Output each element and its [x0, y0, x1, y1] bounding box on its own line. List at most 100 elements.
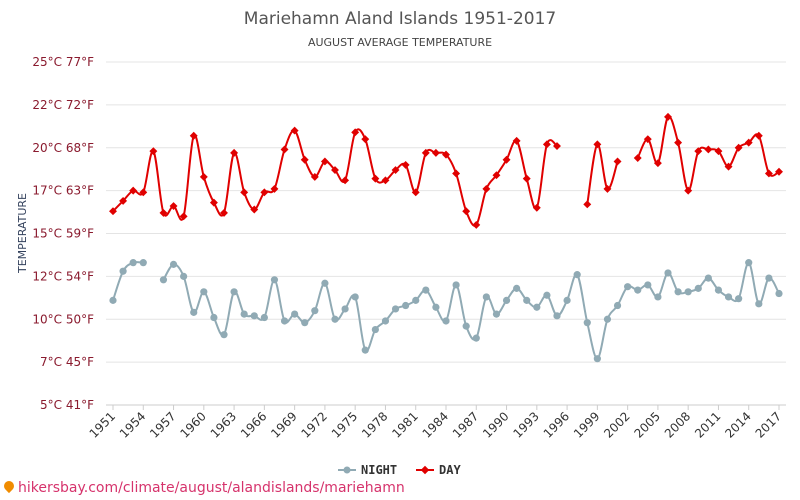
night-point[interactable] — [291, 310, 299, 318]
night-point[interactable] — [109, 296, 117, 304]
night-point[interactable] — [280, 317, 289, 325]
night-point[interactable] — [472, 334, 480, 342]
night-point[interactable] — [190, 308, 198, 316]
night-point[interactable] — [301, 319, 309, 327]
day-point[interactable] — [744, 138, 753, 147]
legend-night[interactable]: NIGHT — [338, 463, 397, 477]
day-point[interactable] — [593, 140, 602, 149]
day-point[interactable] — [230, 148, 239, 157]
night-point[interactable] — [432, 303, 440, 311]
night-point[interactable] — [452, 281, 460, 289]
night-point[interactable] — [664, 269, 672, 277]
day-point[interactable] — [320, 157, 329, 166]
night-point[interactable] — [260, 313, 268, 322]
night-point[interactable] — [714, 286, 723, 294]
night-point[interactable] — [200, 288, 208, 296]
day-point[interactable] — [411, 188, 420, 197]
night-point[interactable] — [220, 331, 228, 339]
night-point[interactable] — [765, 274, 773, 282]
night-point[interactable] — [603, 315, 612, 323]
day-point[interactable] — [280, 145, 289, 154]
night-point[interactable] — [724, 293, 733, 301]
day-point[interactable] — [260, 188, 269, 197]
day-point[interactable] — [310, 172, 319, 181]
night-point[interactable] — [634, 286, 642, 294]
legend-day[interactable]: DAY — [416, 463, 461, 477]
day-point[interactable] — [724, 162, 733, 171]
day-point[interactable] — [462, 207, 471, 216]
day-point[interactable] — [119, 196, 128, 205]
day-point[interactable] — [472, 220, 481, 229]
night-point[interactable] — [381, 317, 390, 325]
night-point[interactable] — [180, 272, 188, 280]
night-point[interactable] — [371, 325, 379, 334]
day-point[interactable] — [189, 131, 198, 140]
night-point[interactable] — [422, 286, 430, 294]
day-point[interactable] — [431, 148, 440, 157]
day-point[interactable] — [401, 160, 410, 169]
night-point[interactable] — [250, 312, 258, 320]
night-point[interactable] — [755, 300, 763, 308]
night-point[interactable] — [533, 303, 541, 311]
day-point[interactable] — [179, 212, 188, 221]
night-point[interactable] — [523, 296, 531, 304]
night-point[interactable] — [159, 276, 168, 284]
night-point[interactable] — [169, 260, 178, 268]
night-point[interactable] — [674, 288, 682, 296]
night-point[interactable] — [492, 310, 501, 318]
day-point[interactable] — [209, 198, 218, 207]
day-point[interactable] — [583, 200, 592, 209]
night-point[interactable] — [704, 274, 712, 282]
day-point[interactable] — [361, 135, 370, 144]
night-point[interactable] — [462, 322, 470, 330]
night-point[interactable] — [230, 288, 238, 296]
day-point[interactable] — [139, 188, 148, 197]
night-point[interactable] — [331, 315, 339, 323]
day-point[interactable] — [704, 145, 713, 154]
night-point[interactable] — [402, 301, 410, 310]
day-point[interactable] — [482, 184, 491, 193]
day-point[interactable] — [603, 184, 612, 193]
day-point[interactable] — [492, 171, 501, 180]
day-point[interactable] — [351, 128, 360, 137]
legend[interactable]: NIGHT DAY — [338, 463, 461, 477]
day-point[interactable] — [734, 143, 743, 152]
day-point[interactable] — [674, 138, 683, 147]
night-point[interactable] — [735, 295, 743, 303]
night-point[interactable] — [694, 284, 702, 292]
day-point[interactable] — [199, 172, 208, 181]
night-point[interactable] — [311, 307, 319, 315]
day-point[interactable] — [109, 207, 117, 216]
night-point[interactable] — [573, 271, 581, 279]
day-point[interactable] — [613, 157, 622, 166]
day-point[interactable] — [442, 150, 450, 159]
day-point[interactable] — [391, 166, 400, 175]
day-point[interactable] — [542, 140, 551, 149]
day-point[interactable] — [169, 202, 178, 211]
day-point[interactable] — [643, 135, 652, 144]
night-point[interactable] — [129, 259, 137, 267]
day-point[interactable] — [149, 147, 158, 156]
night-point[interactable] — [624, 283, 632, 291]
night-point[interactable] — [613, 301, 622, 310]
night-point[interactable] — [563, 296, 571, 304]
night-point[interactable] — [341, 305, 349, 313]
day-point[interactable] — [684, 186, 693, 195]
day-point[interactable] — [250, 205, 259, 214]
night-point[interactable] — [442, 317, 450, 325]
day-point[interactable] — [553, 142, 561, 150]
day-point[interactable] — [331, 166, 339, 175]
night-point[interactable] — [513, 284, 521, 292]
night-point[interactable] — [654, 293, 662, 301]
night-point[interactable] — [391, 305, 400, 313]
night-point[interactable] — [119, 267, 127, 275]
day-point[interactable] — [240, 188, 249, 197]
day-point[interactable] — [754, 131, 763, 140]
night-point[interactable] — [210, 313, 218, 322]
source-watermark[interactable]: hikersbay.com/climate/august/alandisland… — [1, 478, 405, 496]
night-point[interactable] — [351, 293, 359, 301]
day-point[interactable] — [381, 176, 390, 185]
night-point[interactable] — [412, 296, 420, 304]
day-point[interactable] — [522, 174, 531, 183]
day-point[interactable] — [421, 148, 430, 157]
